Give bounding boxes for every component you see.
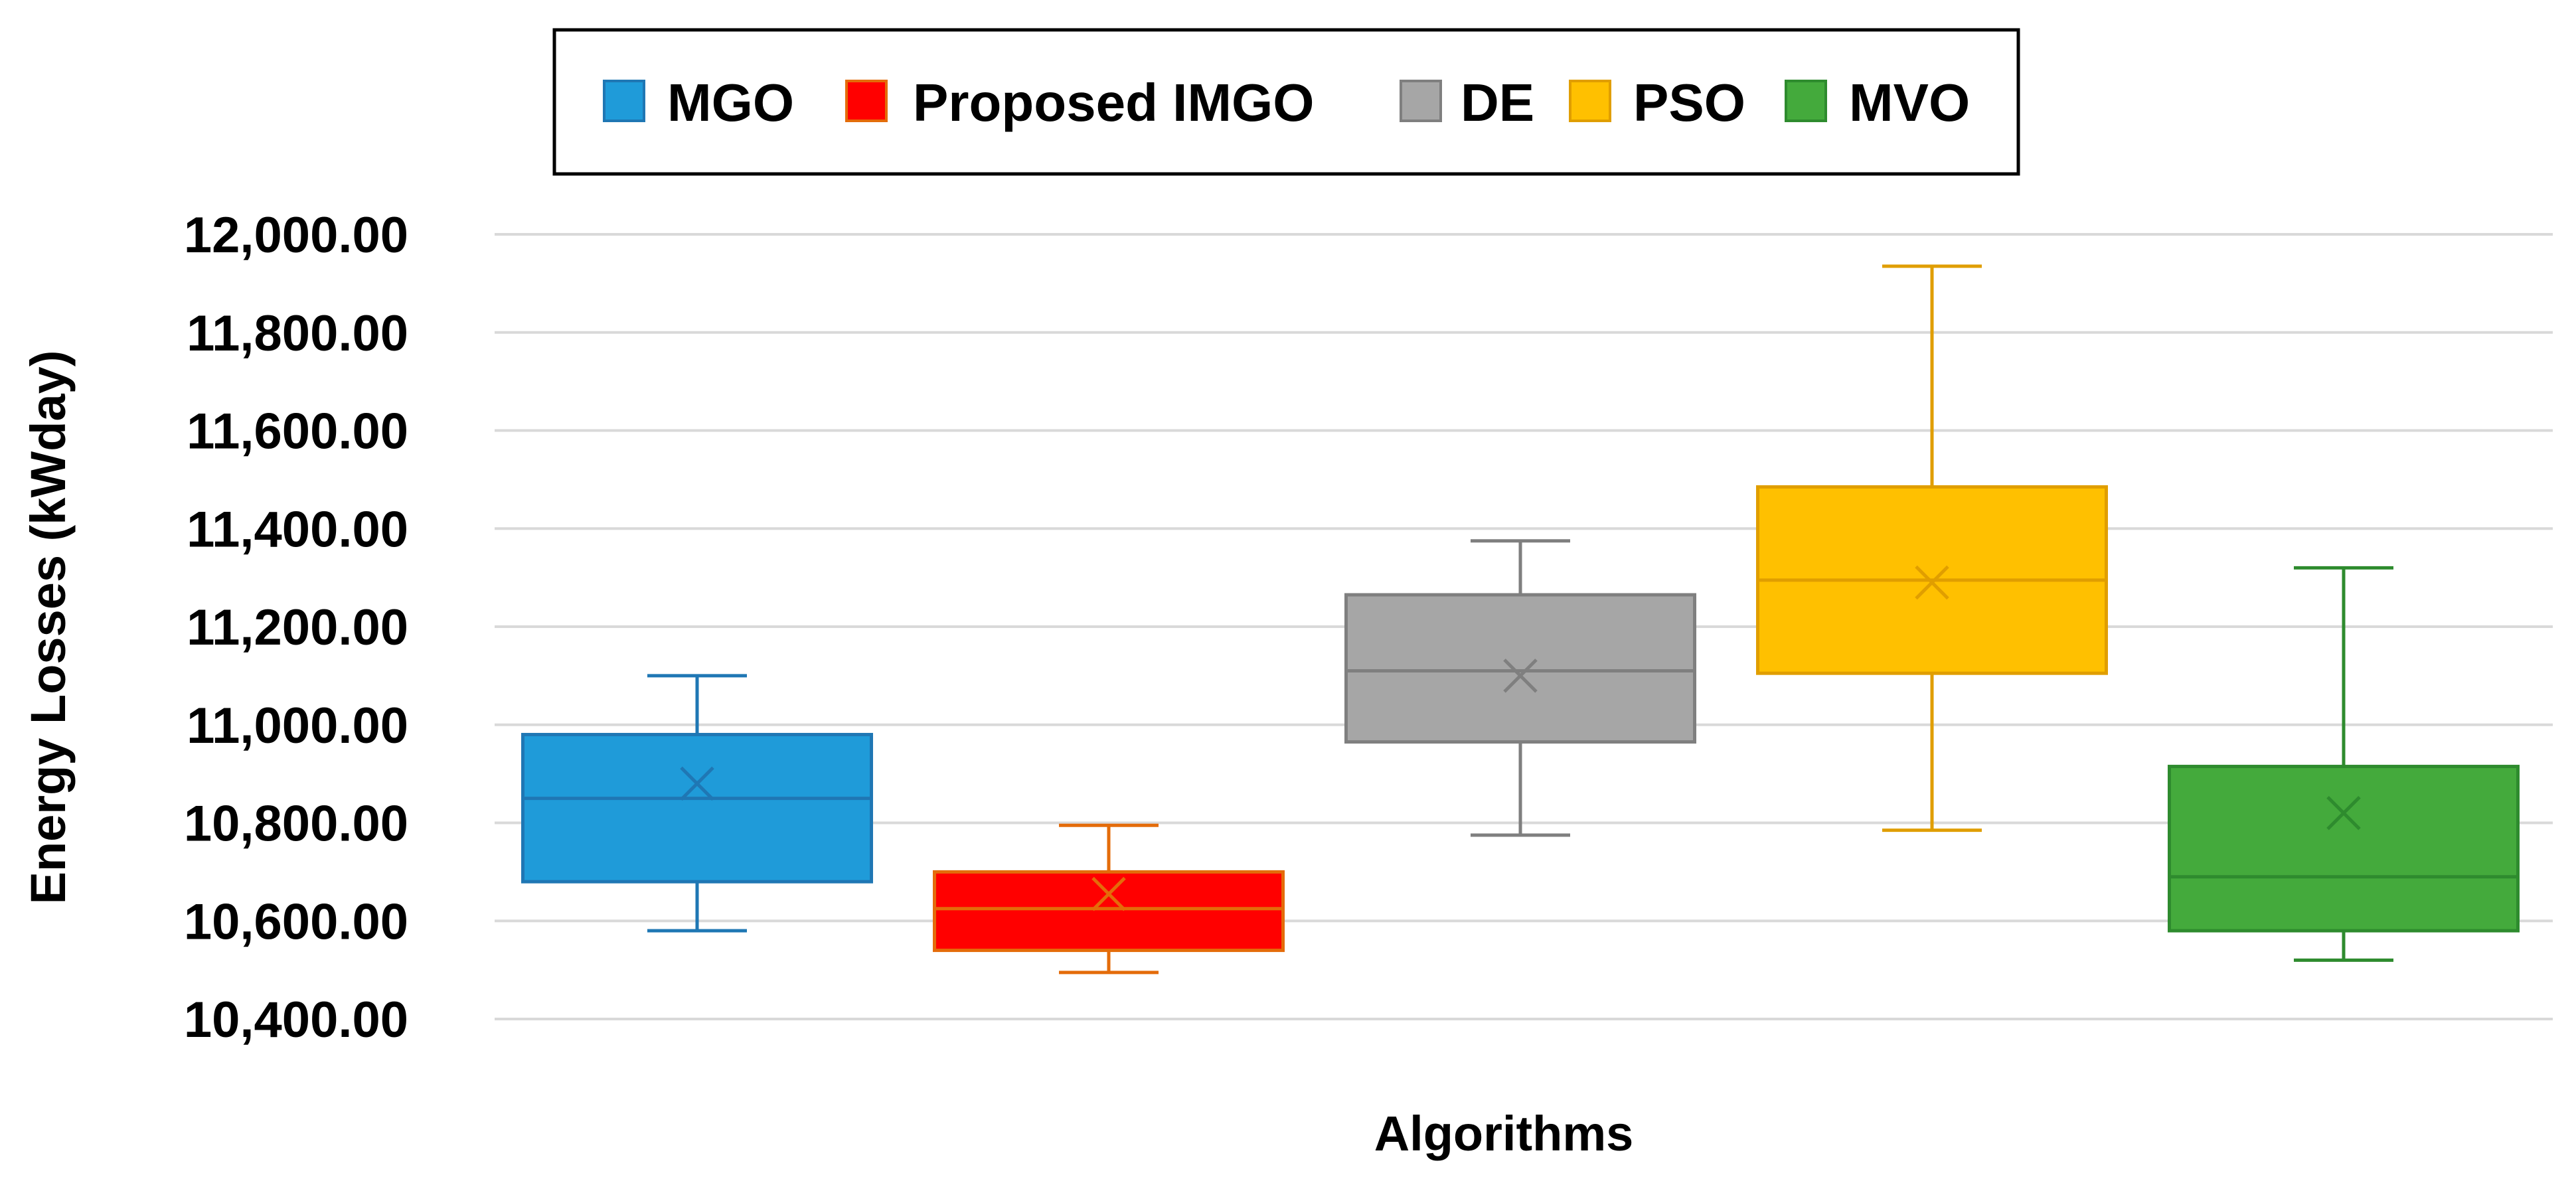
mean-marker [2326, 795, 2361, 830]
interquartile-box [933, 870, 1285, 953]
y-tick-label: 11,800.00 [187, 305, 408, 362]
legend-swatch [1785, 80, 1827, 122]
y-tick-label: 10,400.00 [184, 992, 408, 1048]
y-tick-label: 11,000.00 [187, 698, 408, 754]
legend-label: DE [1461, 73, 1534, 132]
box-pso [1756, 264, 2108, 832]
legend-swatch [603, 80, 645, 122]
legend-swatch [845, 80, 888, 122]
legend-label: Proposed IMGO [913, 73, 1315, 132]
interquartile-box [2168, 765, 2520, 933]
x-axis-title: Algorithms [1374, 1106, 1634, 1161]
legend-item: MGO [603, 73, 794, 132]
y-tick-label: 11,200.00 [187, 599, 408, 656]
y-axis-title: Energy Losses (kWday) [21, 351, 76, 905]
legend-box [552, 28, 2020, 176]
mean-marker [1503, 659, 1538, 693]
mean-marker [1915, 565, 1949, 600]
y-tick-label: 10,800.00 [184, 796, 408, 852]
legend-item: DE [1400, 73, 1534, 132]
boxes [521, 264, 2520, 975]
box-de [1344, 539, 1696, 837]
box-mvo [2168, 566, 2520, 962]
y-tick-label: 10,600.00 [184, 894, 408, 950]
box-proposed-imgo [933, 823, 1285, 975]
y-tick-label: 12,000.00 [184, 207, 408, 264]
mean-marker [1091, 876, 1126, 911]
legend-label: MVO [1849, 73, 1970, 132]
legend-item: MVO [1785, 73, 1970, 132]
legend-item: PSO [1569, 73, 1745, 132]
y-axis-ticks: 10,400.00 10,600.00 10,800.00 11,000.00 11,2… [184, 207, 408, 1048]
interquartile-box [521, 733, 873, 884]
legend-swatch [1400, 80, 1442, 122]
legend-label: MGO [667, 73, 794, 132]
legend-item: Proposed IMGO [845, 73, 1315, 132]
interquartile-box [1344, 593, 1696, 744]
y-tick-label: 11,600.00 [187, 404, 408, 460]
legend: MGO Proposed IMGO DE PSO MVO [552, 28, 2020, 176]
box-mgo [521, 674, 873, 933]
legend-label: PSO [1633, 73, 1745, 132]
mean-marker [680, 766, 714, 801]
y-tick-label: 11,400.00 [187, 501, 408, 558]
legend-swatch [1569, 80, 1611, 122]
